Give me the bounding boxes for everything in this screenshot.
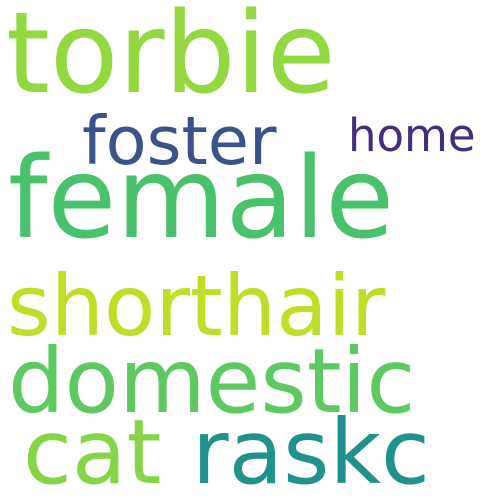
word-shorthair: shorthair (7, 257, 386, 355)
word-female: female (8, 134, 395, 264)
word-raskc: raskc (192, 400, 430, 500)
word-domestic: domestic (8, 329, 416, 433)
word-foster: foster (82, 102, 277, 180)
word-cat: cat (23, 400, 162, 500)
word-torbie: torbie (6, 0, 336, 119)
word-home: home (348, 109, 476, 162)
